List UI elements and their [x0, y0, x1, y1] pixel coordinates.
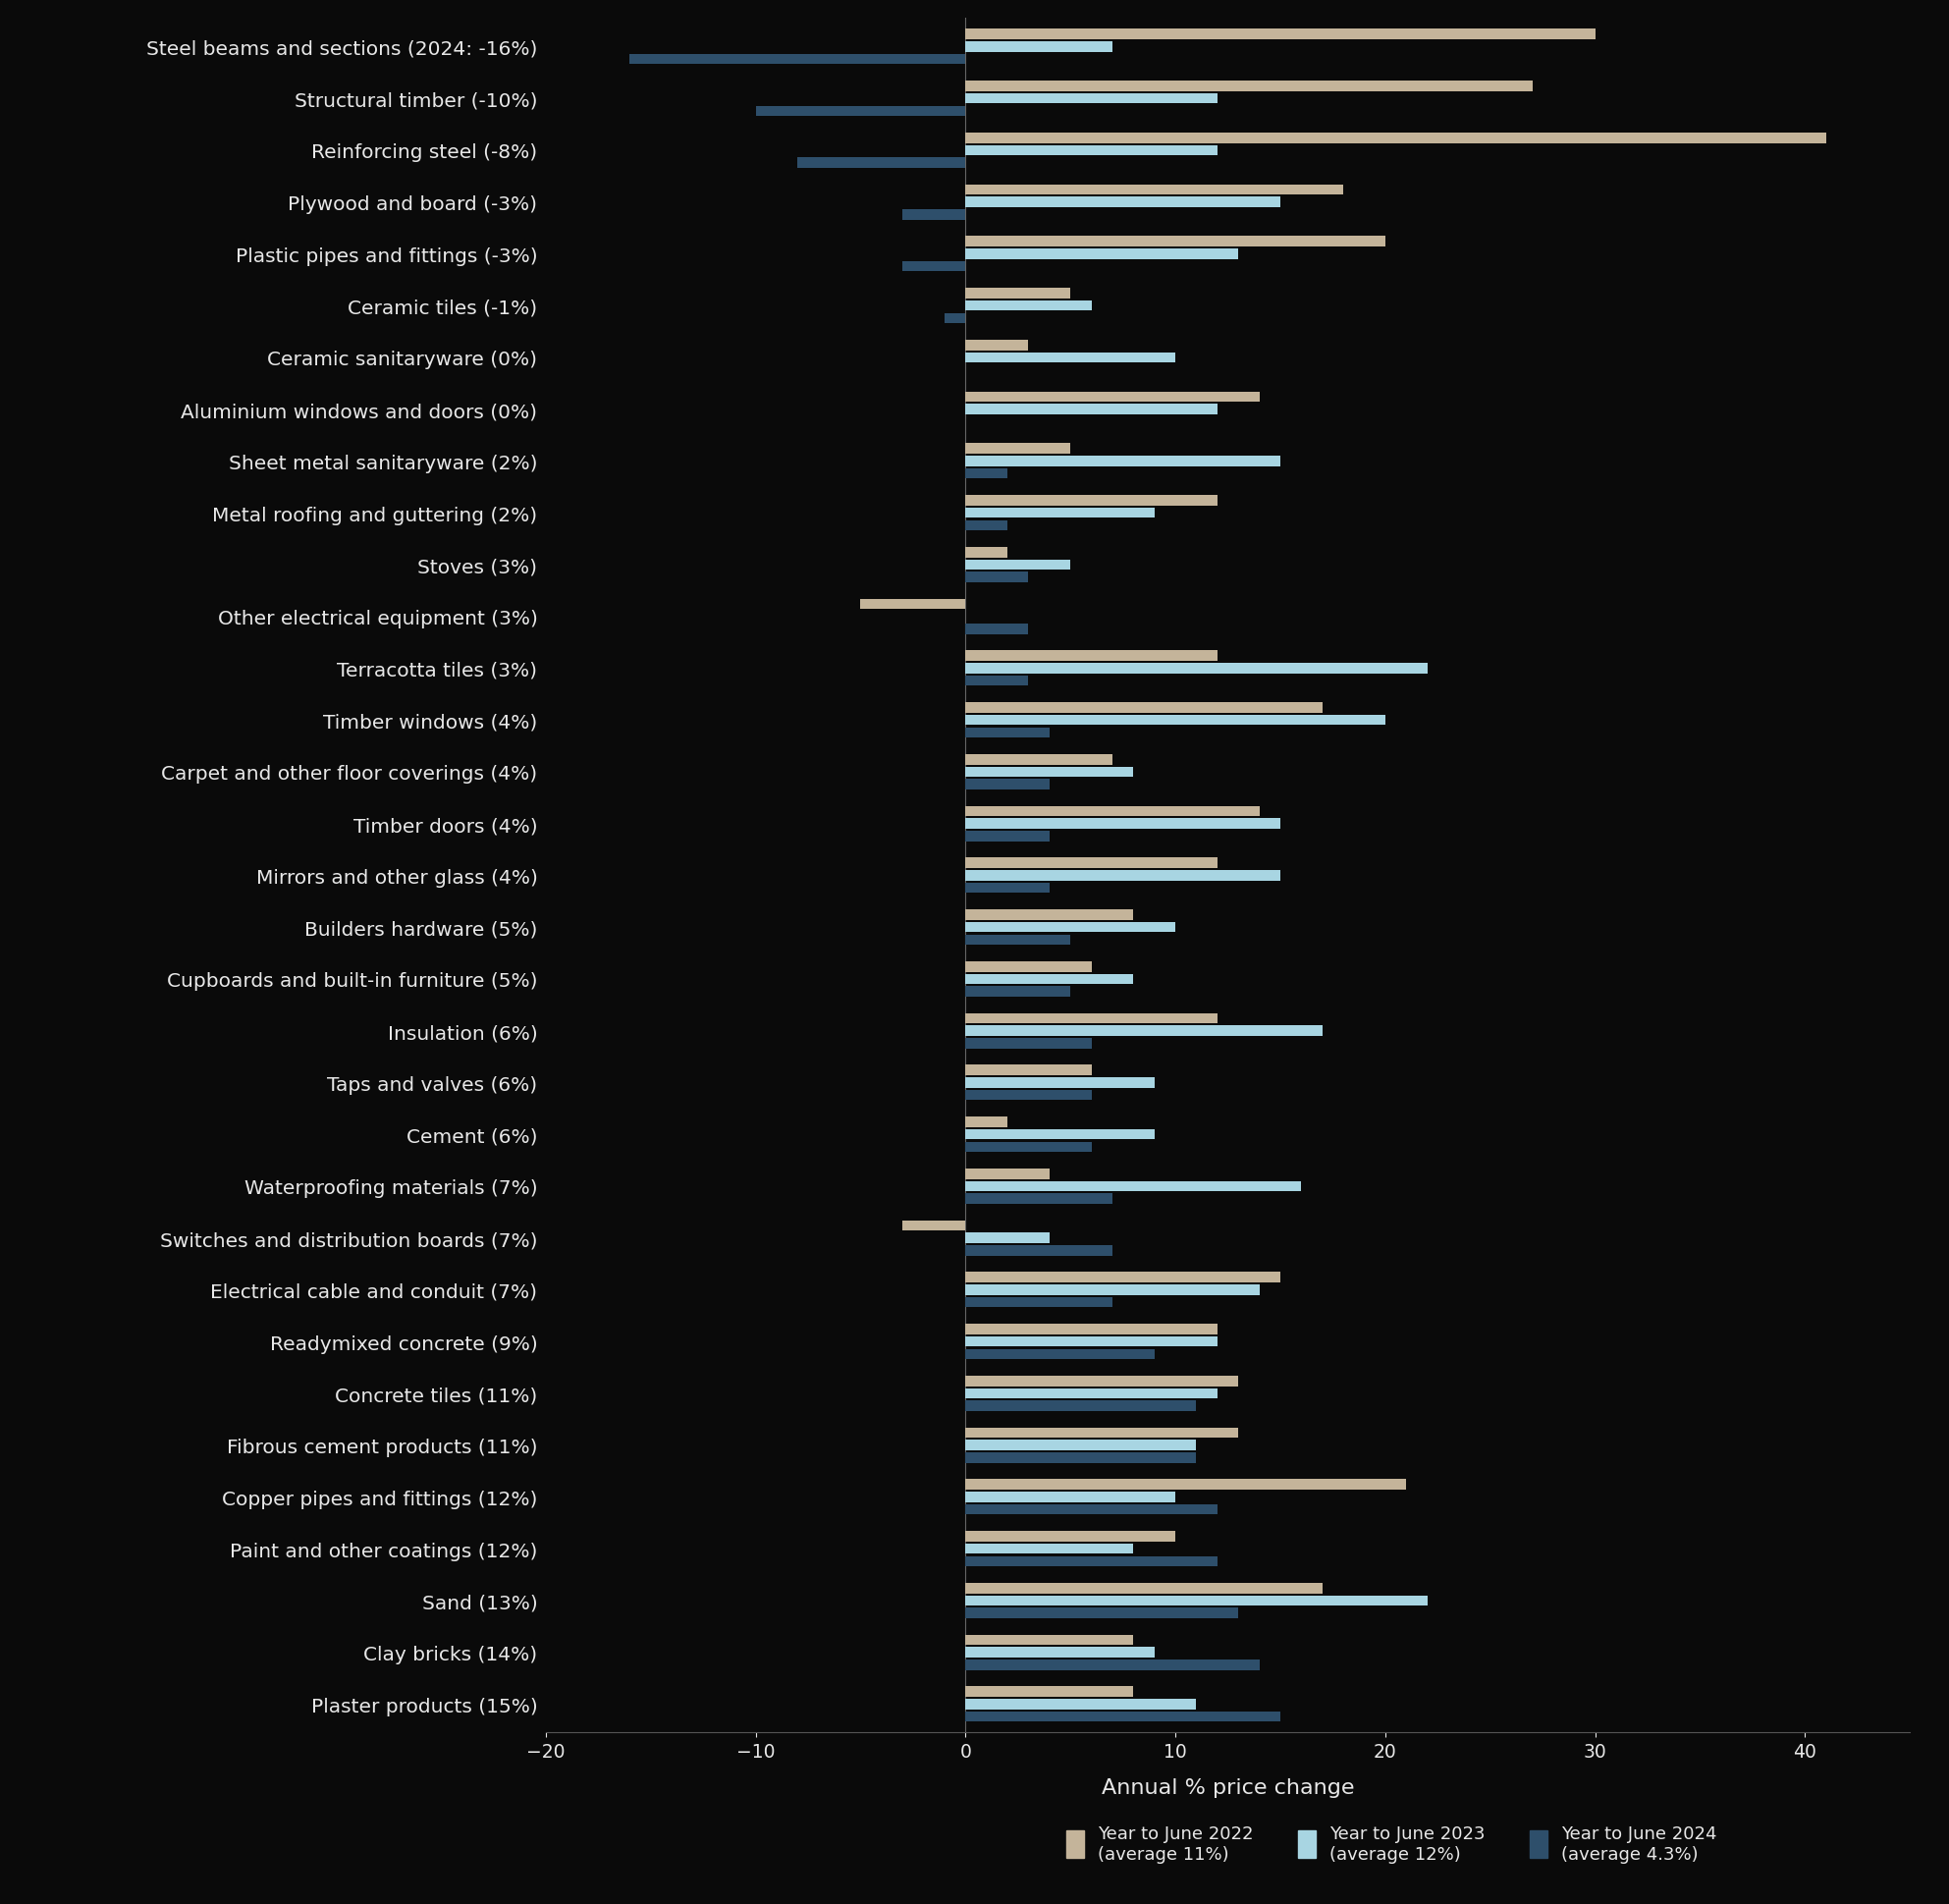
Bar [965, 703, 1321, 714]
Bar [965, 1323, 1218, 1335]
Bar [965, 548, 1008, 558]
Bar [965, 1531, 1175, 1542]
Bar [965, 93, 1218, 105]
Bar [945, 314, 965, 324]
Bar [965, 1129, 1154, 1140]
Bar [965, 664, 1427, 674]
Bar [797, 158, 965, 169]
Bar [965, 1350, 1154, 1359]
Bar [965, 716, 1386, 725]
Bar [965, 573, 1029, 583]
Bar [965, 754, 1113, 765]
Bar [965, 1647, 1154, 1658]
Bar [902, 209, 965, 221]
Bar [965, 1698, 1197, 1710]
Bar [965, 1453, 1197, 1462]
Bar [965, 1439, 1197, 1451]
Bar [965, 922, 1175, 933]
Bar [965, 1504, 1218, 1516]
Bar [756, 107, 965, 116]
Bar [965, 133, 1826, 145]
Bar [965, 1636, 1134, 1645]
Bar [965, 352, 1175, 364]
Bar [861, 600, 965, 609]
Bar [965, 1142, 1091, 1152]
Bar [965, 807, 1259, 817]
Bar [965, 1479, 1407, 1489]
Bar [965, 198, 1280, 208]
Bar [965, 444, 1070, 455]
Bar [965, 468, 1008, 480]
Bar [965, 676, 1029, 685]
Bar [965, 1337, 1218, 1346]
Bar [965, 935, 1070, 944]
Bar [965, 30, 1594, 40]
Bar [965, 819, 1280, 830]
Bar [965, 1660, 1259, 1670]
Bar [965, 1401, 1197, 1411]
Bar [965, 1556, 1218, 1567]
Bar [965, 341, 1029, 350]
Bar [965, 1428, 1238, 1438]
Bar [902, 1220, 965, 1232]
Bar [965, 185, 1343, 196]
Bar [965, 1118, 1008, 1127]
Bar [965, 301, 1091, 312]
Bar [965, 508, 1154, 518]
Bar [965, 1596, 1427, 1605]
Bar [965, 82, 1532, 91]
Bar [965, 1245, 1113, 1257]
Bar [965, 1078, 1154, 1087]
Bar [965, 962, 1091, 973]
Bar [965, 560, 1070, 571]
X-axis label: Annual % price change: Annual % price change [1101, 1776, 1355, 1797]
Bar [965, 1377, 1238, 1386]
Bar [965, 1234, 1049, 1243]
Bar [965, 727, 1049, 739]
Bar [965, 520, 1008, 531]
Bar [965, 975, 1134, 984]
Bar [902, 263, 965, 272]
Bar [965, 767, 1134, 777]
Bar [965, 249, 1238, 259]
Bar [965, 1026, 1321, 1036]
Bar [965, 1169, 1049, 1179]
Bar [965, 392, 1259, 402]
Bar [965, 870, 1280, 882]
Bar [965, 1194, 1113, 1203]
Bar [965, 986, 1070, 998]
Bar [965, 1091, 1091, 1101]
Bar [965, 859, 1218, 868]
Bar [965, 910, 1134, 920]
Bar [965, 147, 1218, 156]
Bar [965, 289, 1070, 299]
Bar [965, 1013, 1218, 1024]
Bar [965, 1544, 1134, 1554]
Bar [965, 1687, 1134, 1696]
Bar [965, 1582, 1321, 1594]
Legend: Year to June 2022
(average 11%), Year to June 2023
(average 12%), Year to June 2: Year to June 2022 (average 11%), Year to… [1058, 1816, 1725, 1870]
Bar [965, 406, 1218, 415]
Bar [965, 779, 1049, 790]
Bar [965, 1607, 1238, 1618]
Bar [965, 42, 1113, 53]
Bar [965, 1297, 1113, 1308]
Bar [630, 55, 965, 65]
Bar [965, 236, 1386, 248]
Bar [965, 883, 1049, 893]
Bar [965, 1493, 1175, 1502]
Bar [965, 1066, 1091, 1076]
Bar [965, 832, 1049, 842]
Bar [965, 1272, 1280, 1283]
Bar [965, 1712, 1280, 1721]
Bar [965, 1180, 1302, 1192]
Bar [965, 651, 1218, 661]
Bar [965, 1388, 1218, 1399]
Bar [965, 1285, 1259, 1295]
Bar [965, 495, 1218, 506]
Bar [965, 625, 1029, 634]
Bar [965, 1038, 1091, 1049]
Bar [965, 457, 1280, 466]
